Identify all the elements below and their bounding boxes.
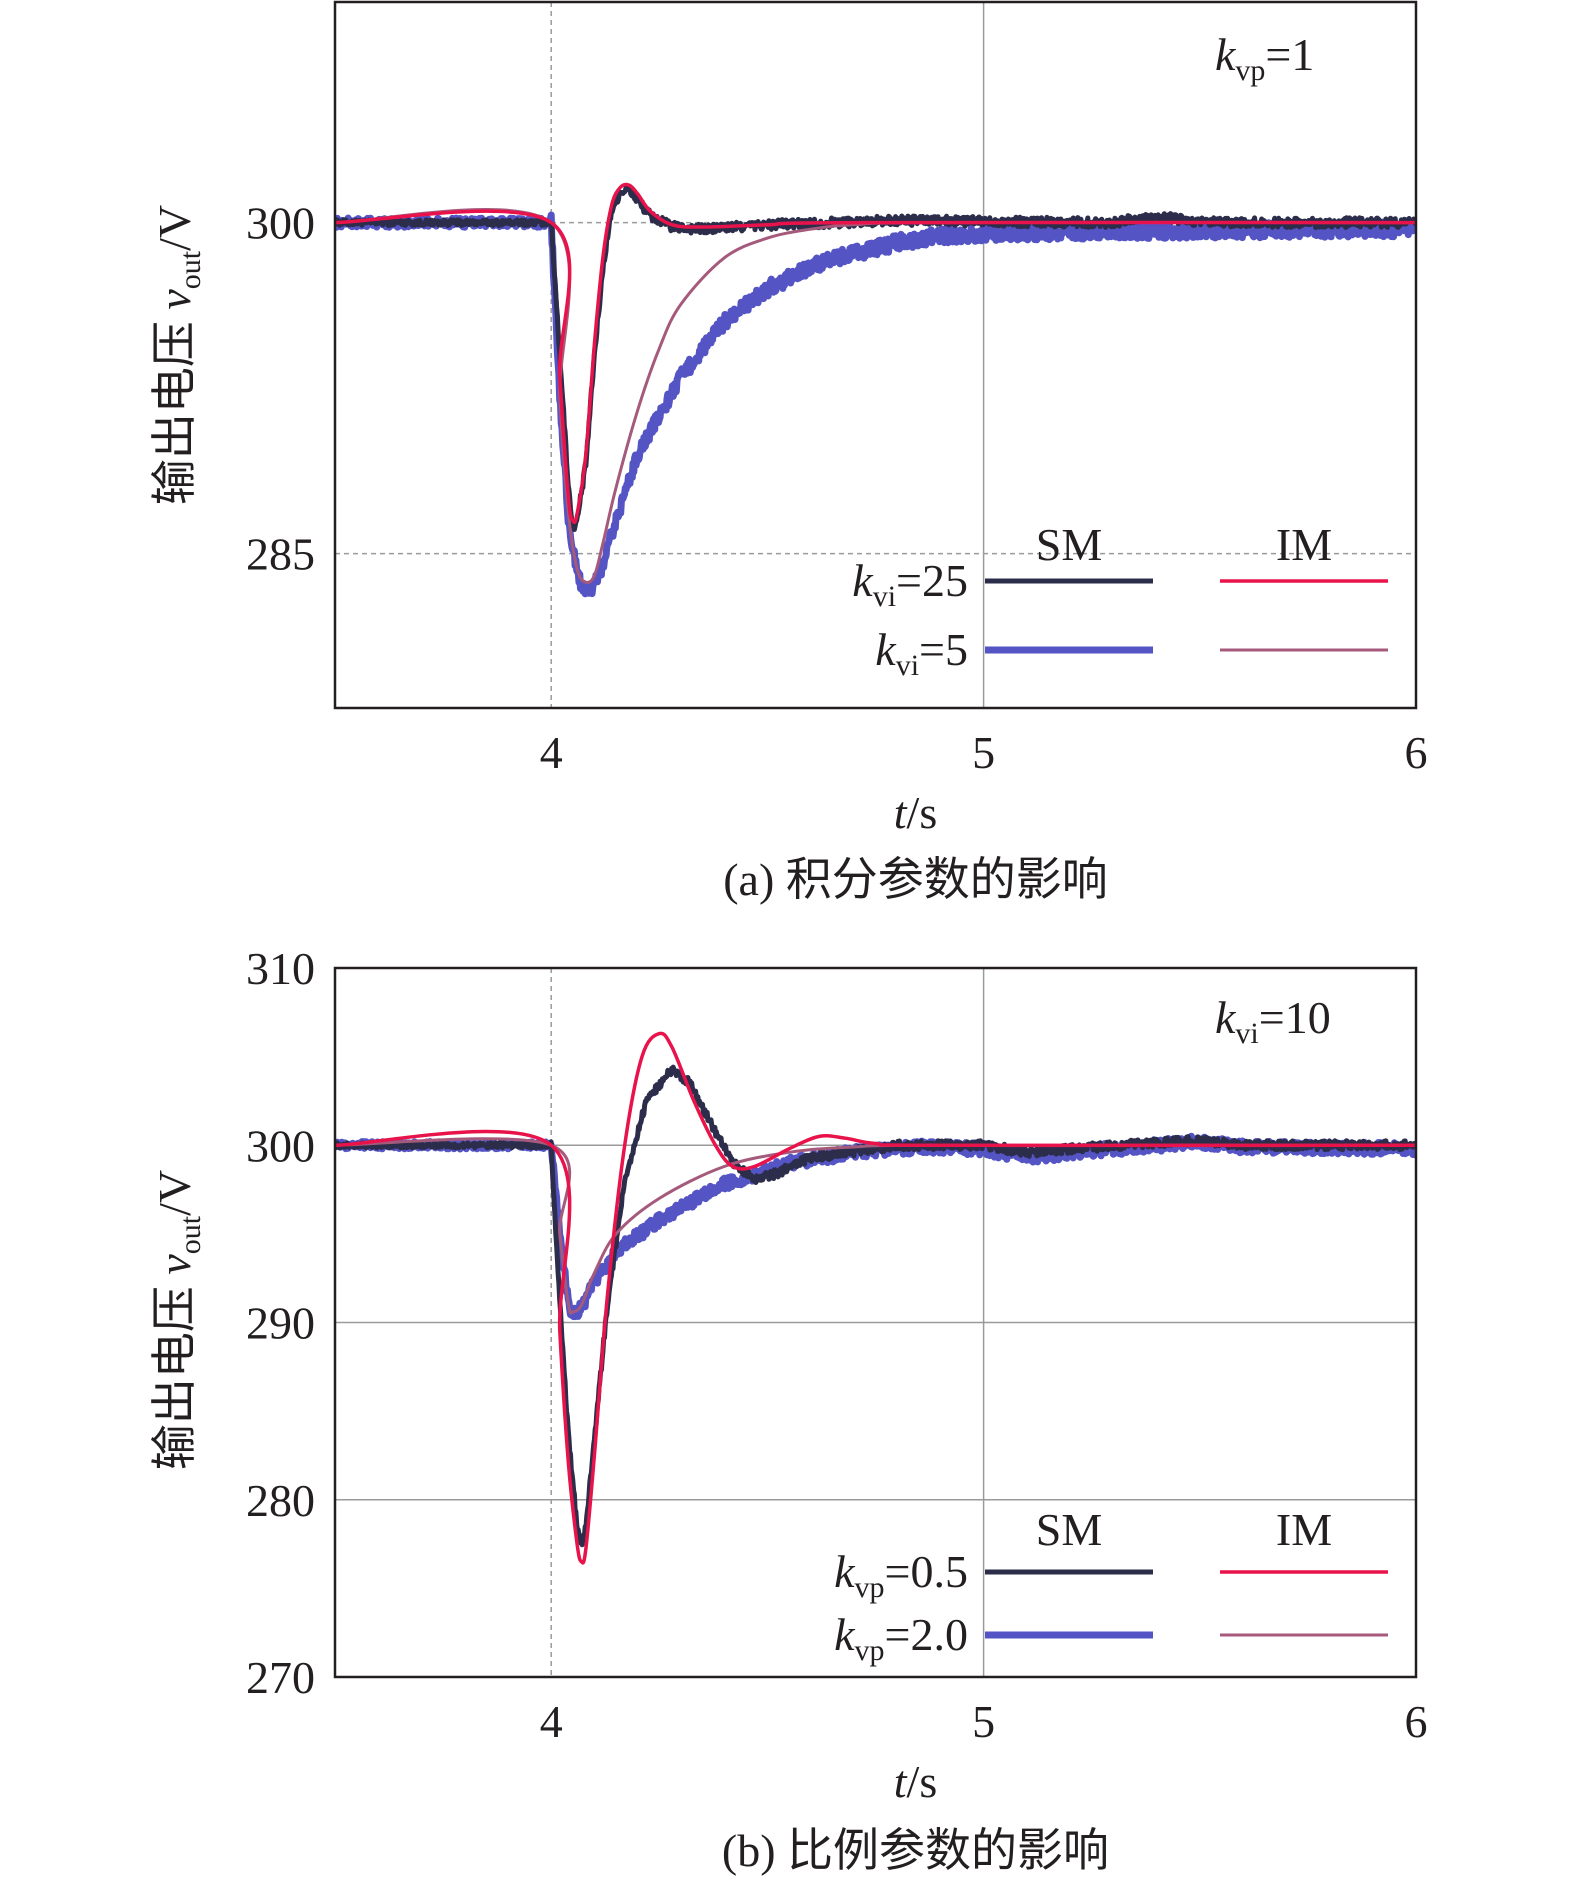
legend-header-sm: SM bbox=[1036, 1504, 1102, 1555]
x-tick-label: 4 bbox=[540, 727, 563, 778]
legend-row-label: kvi=25 bbox=[852, 555, 968, 613]
legend-header-sm: SM bbox=[1036, 519, 1102, 570]
plot-area bbox=[335, 182, 1416, 598]
chart-caption: (a) 积分参数的影响 bbox=[723, 854, 1108, 905]
legend-row-label: kvp=0.5 bbox=[834, 1546, 968, 1604]
x-tick-label: 6 bbox=[1405, 727, 1428, 778]
series-line-r0-im bbox=[335, 1031, 1416, 1565]
series-line-r0-im bbox=[335, 182, 1416, 525]
y-axis-label: 输出电压 vout/V bbox=[149, 205, 207, 505]
legend-header-im: IM bbox=[1276, 1504, 1332, 1555]
legend-row-label: kvi=5 bbox=[875, 624, 968, 682]
series-line-r1-im bbox=[335, 208, 1416, 585]
y-axis-label: 输出电压 vout/V bbox=[149, 1170, 207, 1470]
chart-caption: (b) 比例参数的影响 bbox=[722, 1825, 1109, 1876]
plot-area bbox=[335, 1031, 1416, 1565]
x-tick-label: 5 bbox=[972, 1696, 995, 1747]
series-line-r1-sm bbox=[335, 211, 1416, 598]
legend-header-im: IM bbox=[1276, 519, 1332, 570]
y-tick-label: 285 bbox=[246, 529, 315, 580]
plot-frame bbox=[333, 0, 1418, 710]
series-line-r0-sm bbox=[335, 184, 1416, 532]
series-line-r1-im bbox=[335, 1137, 1416, 1315]
y-tick-label: 310 bbox=[246, 943, 315, 994]
chart-a: 4 5 6 285 300 t/s 输出电压 vout/V (a) 积分参数的影响 kvp=1 S… bbox=[149, 0, 1428, 905]
x-tick-label: 4 bbox=[540, 1696, 563, 1747]
y-tick-label: 300 bbox=[246, 1120, 315, 1171]
chart-b: 4 5 6 270 280 290 300 310 t/s 输出电压 vout/V (b) 比例参数… bbox=[149, 943, 1428, 1876]
y-tick-label: 270 bbox=[246, 1652, 315, 1703]
y-tick-label: 300 bbox=[246, 198, 315, 249]
parameter-annotation: kvi=10 bbox=[1215, 992, 1331, 1050]
plot-frame bbox=[333, 966, 1418, 1679]
legend-row-label: kvp=2.0 bbox=[834, 1609, 968, 1667]
parameter-annotation: kvp=1 bbox=[1215, 29, 1314, 87]
x-axis-label: t/s bbox=[894, 1756, 937, 1807]
x-tick-label: 5 bbox=[972, 727, 995, 778]
x-tick-label: 6 bbox=[1405, 1696, 1428, 1747]
y-tick-label: 290 bbox=[246, 1298, 315, 1349]
y-tick-label: 280 bbox=[246, 1475, 315, 1526]
series-line-r1-sm bbox=[335, 1132, 1416, 1321]
x-axis-label: t/s bbox=[894, 787, 937, 838]
